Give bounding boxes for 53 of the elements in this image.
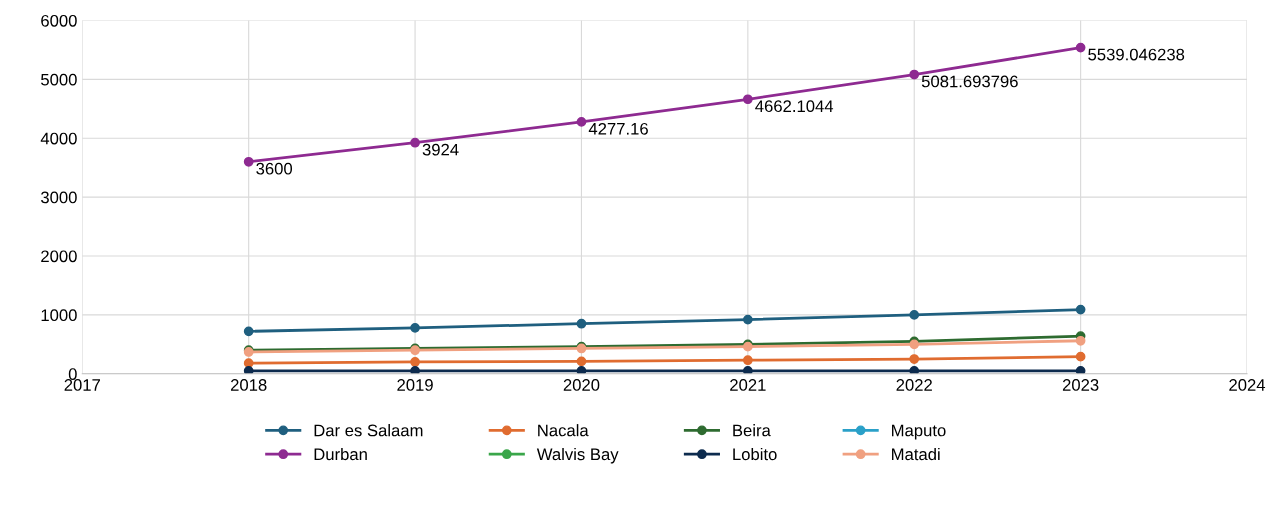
legend-label: Walvis Bay [536,447,619,464]
point [243,365,254,374]
point [742,365,753,374]
legend-label: Durban [314,447,367,461]
legend-label: Lobito [733,447,777,461]
point [742,355,753,366]
y-tick-label: 6000 [41,14,77,27]
legend-label: Beira [733,424,771,437]
point [410,137,420,148]
point [1075,304,1086,315]
legend-label: Dar es Salaam [314,424,423,437]
point [909,69,920,80]
point [1075,42,1086,53]
x-tick-label: 2024 [1229,379,1266,391]
x-tick-label: 2019 [397,379,433,391]
point [1075,335,1086,346]
data-label: 3600 [256,162,293,175]
point [576,117,587,127]
point [909,354,920,364]
data-label: 3924 [422,143,459,156]
y-tick-label: 2000 [41,250,77,263]
y-tick-label: 5000 [41,73,77,86]
point [410,365,420,374]
point [1075,365,1086,374]
y-tick-label: 1000 [41,309,77,322]
y-tick-label: 0 [68,368,77,380]
x-tick-label: 2018 [230,379,267,391]
y-tick-label: 3000 [40,191,77,204]
y-tick-label: 4000 [40,132,77,145]
point [909,310,920,320]
legend-label: Maputo [892,424,946,440]
data-label: 5081.693796 [921,75,1018,88]
point [742,314,753,325]
data-label: 4662.1044 [755,100,834,113]
point [576,318,587,329]
point [410,322,420,333]
x-tick-label: 2017 [64,379,100,391]
point [243,326,254,337]
point [1075,351,1086,362]
legend-label: Matadi [892,447,940,461]
point [576,365,587,374]
x-tick-label: 2021 [730,379,766,391]
data-label: 4277.16 [588,122,648,135]
data-label: 5539.046238 [1088,48,1185,61]
point [576,356,587,367]
legend-label: Nacala [538,424,589,437]
x-tick-label: 2023 [1062,379,1099,391]
point [410,357,420,367]
point [909,365,920,374]
point [742,94,753,105]
x-tick-label: 2022 [896,379,932,391]
x-tick-label: 2020 [563,379,600,391]
point [243,156,254,167]
